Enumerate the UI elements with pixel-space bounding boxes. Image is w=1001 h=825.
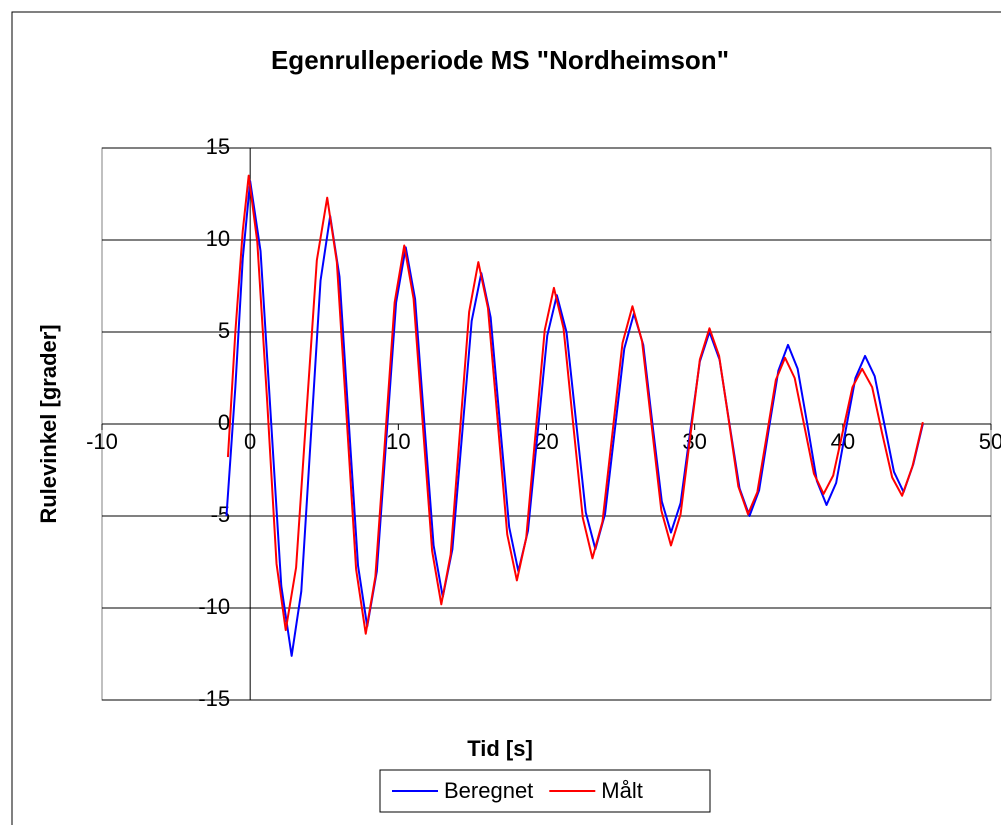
y-tick-label: 0 xyxy=(218,410,230,435)
y-tick-label: -10 xyxy=(198,594,230,619)
x-axis-label: Tid [s] xyxy=(467,736,533,761)
x-tick-label: -10 xyxy=(86,429,118,454)
legend-label: Målt xyxy=(601,778,643,803)
y-tick-label: 10 xyxy=(206,226,230,251)
chart-title: Egenrulleperiode MS "Nordheimson" xyxy=(271,45,729,75)
legend: Beregnet Målt xyxy=(379,769,711,813)
data-line xyxy=(226,174,924,635)
x-tick-label: 10 xyxy=(386,429,410,454)
y-axis-label: Rulevinkel [grader] xyxy=(36,324,61,523)
legend-label: Beregnet xyxy=(444,778,533,803)
x-tick-label: 30 xyxy=(682,429,706,454)
y-tick-label: 5 xyxy=(218,318,230,343)
data-line xyxy=(225,180,924,657)
y-tick-label: -5 xyxy=(211,502,231,527)
y-tick-label: -15 xyxy=(198,686,230,711)
x-tick-label: 50 xyxy=(979,429,1001,454)
y-tick-label: 15 xyxy=(206,134,230,159)
